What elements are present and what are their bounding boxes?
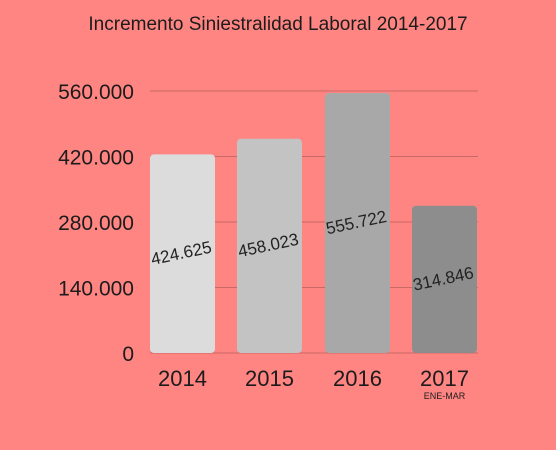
bar-2014 [150, 154, 215, 353]
y-tick-label: 0 [122, 343, 134, 366]
x-tick-label: 2016 [333, 366, 382, 391]
bar-2016 [325, 93, 390, 353]
y-tick-label: 280.000 [58, 212, 134, 235]
y-tick-label: 560.000 [58, 81, 134, 104]
x-tick-label: 2014 [158, 366, 207, 391]
bar-2015 [237, 138, 302, 353]
x-tick-sublabel: ENE-MAR [424, 391, 466, 401]
bar-2017 [412, 205, 477, 353]
x-tick-label: 2015 [245, 366, 294, 391]
y-tick-label: 140.000 [58, 278, 134, 301]
x-tick-label: 2017 [420, 366, 469, 391]
chart-title: Incremento Siniestralidad Laboral 2014-2… [88, 14, 468, 35]
y-tick-label: 420.000 [58, 147, 134, 170]
